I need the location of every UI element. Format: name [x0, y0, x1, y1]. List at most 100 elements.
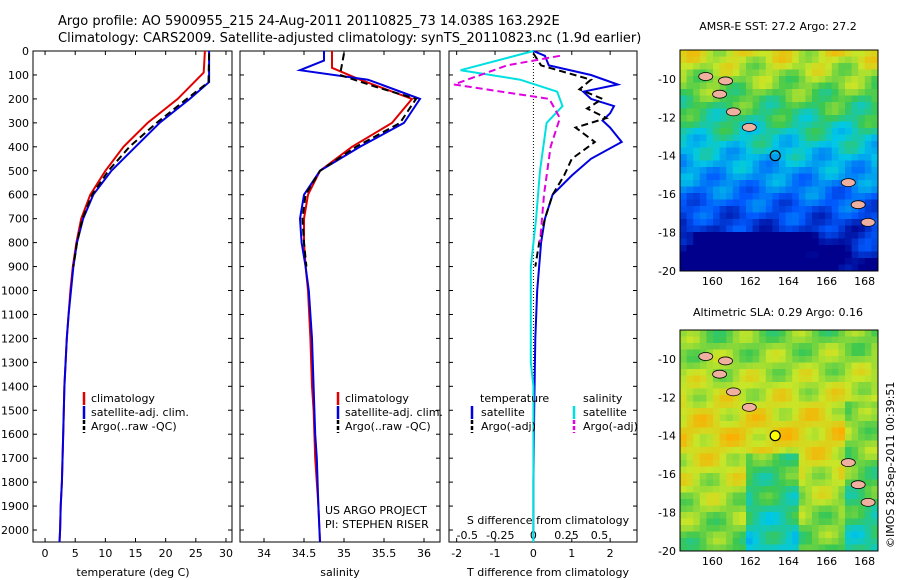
map-cell	[772, 375, 780, 383]
map-cell	[759, 50, 767, 57]
map-cell	[864, 167, 872, 174]
map-cell	[693, 388, 701, 396]
map-cell	[864, 95, 872, 103]
y-tick-label: 400	[8, 141, 29, 154]
map-cell	[680, 505, 688, 513]
map-cell	[798, 421, 806, 428]
map-cell	[680, 453, 688, 461]
map-cell	[759, 102, 767, 109]
map-cell	[693, 238, 701, 246]
map-cell	[851, 69, 859, 77]
map-cell	[851, 453, 859, 461]
map-cell	[746, 199, 754, 207]
map-cell	[719, 447, 727, 454]
y-tick-label: 300	[8, 117, 29, 130]
map-cell	[693, 121, 701, 129]
map-x-tick-label: 160	[702, 555, 723, 568]
map-cell	[693, 206, 701, 213]
map-cell	[772, 518, 780, 526]
title-line-2: Climatology: CARS2009. Satellite-adjuste…	[58, 31, 641, 46]
map-cell	[845, 219, 853, 226]
map-cell	[785, 538, 793, 545]
map-cell	[719, 212, 727, 220]
map-cell	[726, 167, 734, 174]
map-cell	[825, 251, 833, 259]
map-cell	[785, 499, 793, 506]
map-cell	[739, 349, 747, 357]
map-cell	[719, 362, 727, 370]
map-cell	[812, 466, 820, 474]
map-cell	[812, 336, 820, 344]
map-x-tick-label: 168	[854, 555, 875, 568]
map-cell	[680, 167, 688, 174]
map-cell	[825, 89, 833, 96]
map-cell	[798, 128, 806, 135]
map-cell	[779, 160, 787, 168]
map-cell	[831, 336, 839, 344]
map-cell	[765, 108, 773, 116]
map-cell	[864, 147, 872, 155]
sla-map-title: Altimetric SLA: 0.29 Argo: 0.16	[693, 306, 863, 319]
map-cell	[693, 336, 701, 344]
map-cell	[726, 408, 734, 415]
map-cell	[680, 128, 688, 135]
map-cell	[719, 206, 727, 213]
map-cell	[825, 128, 833, 135]
map-cell	[864, 434, 872, 441]
map-cell	[871, 134, 879, 142]
map-cell	[858, 356, 866, 363]
map-cell	[746, 225, 754, 233]
map-cell	[805, 336, 813, 344]
map-cell	[864, 330, 872, 337]
map-cell	[719, 408, 727, 415]
map-cell	[719, 141, 727, 148]
map-cell	[693, 199, 701, 207]
legend-s-argo: Argo(-adj)	[583, 420, 638, 433]
map-cell	[765, 167, 773, 174]
island	[698, 352, 714, 361]
map-cell	[726, 69, 734, 77]
map-cell	[752, 134, 760, 142]
map-cell	[699, 427, 707, 435]
map-cell	[851, 434, 859, 441]
map-cell	[831, 447, 839, 454]
map-cell	[851, 388, 859, 396]
map-cell	[812, 492, 820, 500]
map-cell	[805, 115, 813, 122]
map-cell	[864, 251, 872, 259]
map-cell	[699, 492, 707, 500]
map-cell	[686, 95, 694, 103]
map-cell	[838, 173, 846, 181]
map-cell	[713, 479, 721, 487]
map-cell	[706, 505, 714, 513]
map-cell	[779, 492, 787, 500]
map-cell	[858, 82, 866, 90]
island	[726, 387, 741, 397]
map-cell	[772, 56, 780, 64]
map-cell	[726, 173, 734, 181]
map-cell	[739, 219, 747, 226]
map-cell	[765, 330, 773, 337]
map-cell	[765, 206, 773, 213]
map-cell	[825, 375, 833, 383]
map-cell	[752, 245, 760, 252]
map-cell	[851, 128, 859, 135]
x-tick-label: -2	[451, 547, 462, 560]
map-cell	[739, 63, 747, 70]
map-cell	[798, 544, 806, 552]
map-cell	[732, 486, 740, 493]
map-cell	[732, 453, 740, 461]
map-cell	[785, 95, 793, 103]
map-cell	[845, 108, 853, 116]
map-cell	[818, 349, 826, 357]
map-cell	[779, 251, 787, 259]
map-cell	[798, 232, 806, 239]
map-cell	[752, 531, 760, 539]
map-cell	[805, 186, 813, 194]
map-cell	[719, 160, 727, 168]
map-cell	[706, 225, 714, 233]
map-cell	[812, 76, 820, 83]
map-cell	[719, 121, 727, 129]
map-cell	[765, 505, 773, 513]
map-cell	[686, 76, 694, 83]
